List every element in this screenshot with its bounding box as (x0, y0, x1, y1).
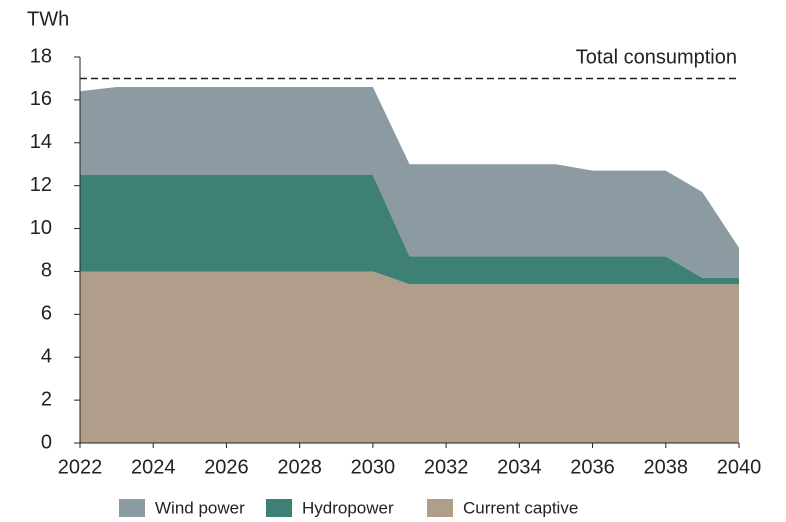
x-tick-label: 2024 (131, 456, 176, 478)
x-tick-label: 2028 (277, 456, 322, 478)
x-tick-label: 2034 (497, 456, 542, 478)
y-tick-label: 18 (30, 45, 52, 67)
reference-label: Total consumption (576, 47, 737, 69)
legend-swatch (266, 499, 292, 517)
y-tick-label: 2 (41, 388, 52, 410)
legend-swatch (427, 499, 453, 517)
y-axis-label: TWh (27, 8, 69, 30)
x-tick-label: 2036 (570, 456, 615, 478)
y-tick-label: 14 (30, 131, 52, 153)
y-tick-label: 16 (30, 88, 52, 110)
area (80, 271, 739, 443)
y-tick-label: 8 (41, 260, 52, 282)
area (80, 87, 739, 278)
legend-label: Hydropower (302, 498, 394, 517)
y-tick-label: 6 (41, 303, 52, 325)
y-tick-label: 0 (41, 431, 52, 453)
legend-label: Current captive (463, 498, 578, 517)
area (80, 174, 739, 285)
x-tick-label: 2022 (58, 456, 103, 478)
legend-label: Wind power (155, 498, 245, 517)
y-tick-label: 10 (30, 217, 52, 239)
y-tick-label: 12 (30, 174, 52, 196)
x-tick-label: 2040 (717, 456, 762, 478)
x-tick-label: 2026 (204, 456, 249, 478)
x-tick-label: 2030 (351, 456, 396, 478)
x-tick-label: 2032 (424, 456, 469, 478)
legend-swatch (119, 499, 145, 517)
x-tick-label: 2038 (644, 456, 689, 478)
y-tick-label: 4 (41, 346, 52, 368)
